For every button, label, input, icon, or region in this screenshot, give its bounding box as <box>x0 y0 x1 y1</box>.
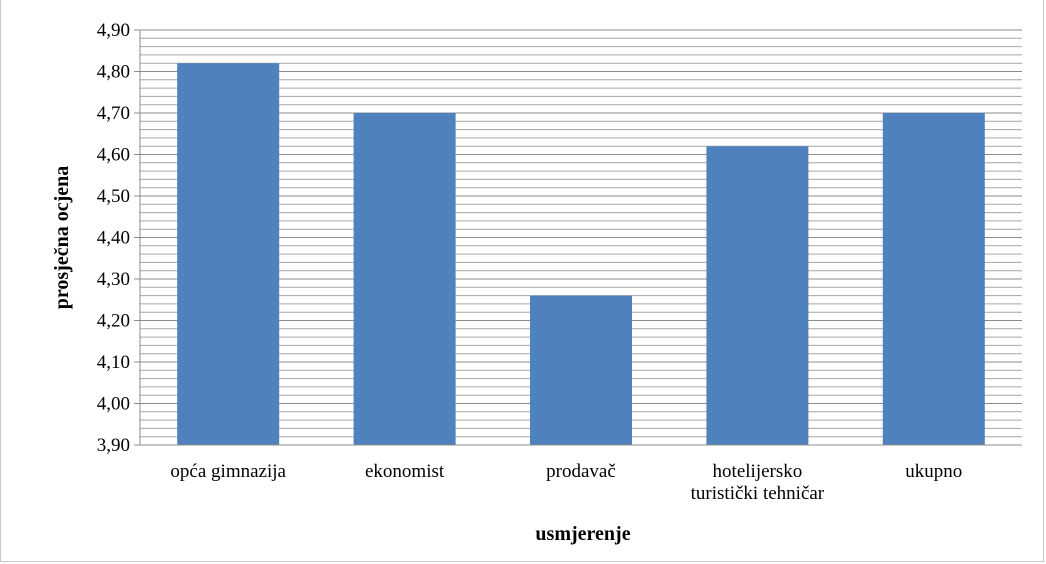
x-tick-label-line: opća gimnazija <box>170 461 286 482</box>
x-tick-label-line: prodavač <box>546 461 616 482</box>
y-axis-title: prosječna ocjena <box>51 166 73 310</box>
x-tick-label-line: ekonomist <box>365 461 445 482</box>
x-tick-label-line: turistički tehničar <box>691 483 825 504</box>
y-tick-label: 4,40 <box>97 228 130 249</box>
x-tick-labels: opća gimnazija ekonomist prodavač hotelijer… <box>170 461 962 504</box>
y-tick-label: 4,80 <box>97 62 130 83</box>
y-tick-label: 4,50 <box>97 186 130 207</box>
bar <box>882 113 985 445</box>
y-tick-label: 3,90 <box>97 435 130 456</box>
x-tick-label: hotelijersko turistički tehničar <box>691 461 825 504</box>
x-tick-label-line: ukupno <box>905 461 962 482</box>
x-tick-label: ukupno <box>905 461 962 482</box>
bar <box>353 113 456 445</box>
axes <box>134 29 1022 446</box>
x-tick-label: opća gimnazija <box>170 461 286 482</box>
bar <box>177 63 280 445</box>
x-tick-label: prodavač <box>546 461 616 482</box>
bars <box>177 63 985 445</box>
x-axis-title: usmjerenje <box>535 523 630 545</box>
y-tick-label: 4,70 <box>97 103 130 124</box>
y-tick-label: 4,60 <box>97 145 130 166</box>
x-tick-label-line: hotelijersko <box>713 461 803 482</box>
y-tick-label: 4,90 <box>97 20 130 41</box>
y-tick-label: 4,10 <box>97 352 130 373</box>
x-tick-label: ekonomist <box>365 461 445 482</box>
bar <box>530 295 632 445</box>
y-tick-labels: 3,90 4,00 4,10 4,20 4,30 4,40 4,50 4,60 4,70 4,80… <box>97 20 130 456</box>
y-tick-label: 4,20 <box>97 311 130 332</box>
bar <box>706 146 809 445</box>
y-tick-label: 4,30 <box>97 269 130 290</box>
y-tick-label: 4,00 <box>97 394 130 415</box>
